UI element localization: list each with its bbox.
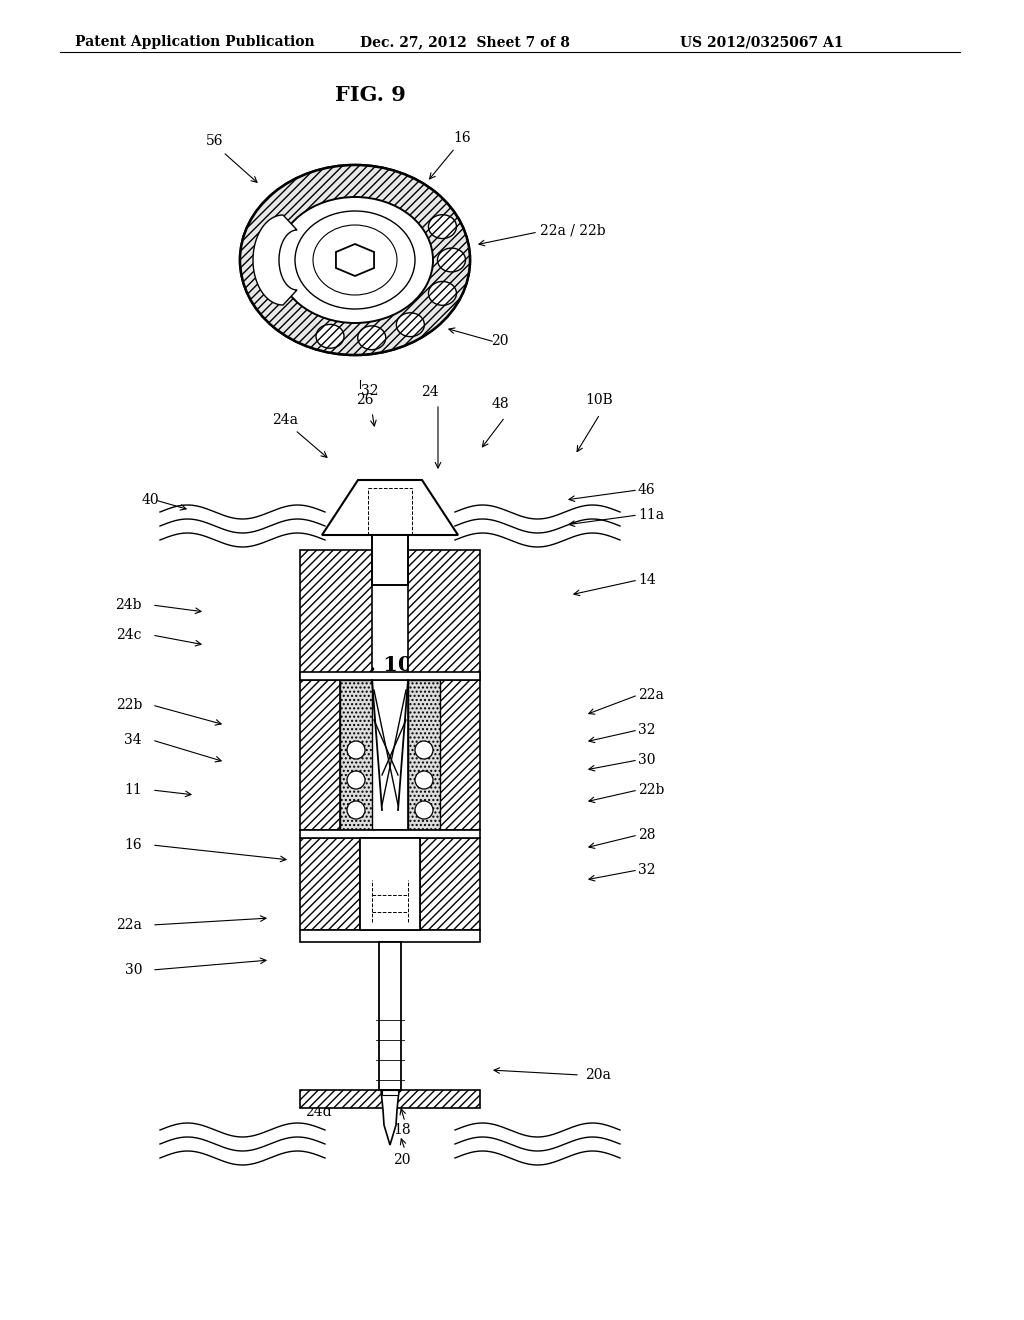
Text: 48: 48 [492,397,509,411]
Text: 18: 18 [393,1123,411,1137]
Text: 22a: 22a [116,917,142,932]
Text: 16: 16 [124,838,142,851]
Bar [300,931,480,942]
Bar [372,535,408,585]
Circle shape [415,771,433,789]
Text: 32: 32 [638,863,655,876]
Text: 32: 32 [361,384,379,399]
Polygon shape [253,215,297,305]
Bar [360,838,420,931]
Polygon shape [381,1090,399,1144]
Text: 22b: 22b [116,698,142,711]
Bar [300,1090,480,1107]
Bar [300,680,340,830]
Text: US 2012/0325067 A1: US 2012/0325067 A1 [680,36,844,49]
Bar [382,1090,398,1096]
Ellipse shape [396,313,424,337]
Ellipse shape [313,224,397,294]
Text: 10B: 10B [585,393,612,407]
Text: 22b: 22b [638,783,665,797]
Circle shape [347,771,365,789]
Bar [300,830,480,838]
Text: 11: 11 [124,783,142,797]
Text: 34: 34 [124,733,142,747]
Bar [300,550,372,680]
Bar [340,680,372,830]
Ellipse shape [240,165,470,355]
Circle shape [347,801,365,818]
Bar [300,672,480,680]
Bar [300,838,360,931]
Text: 24b: 24b [116,598,142,612]
Text: 24c: 24c [117,628,142,642]
Ellipse shape [240,165,470,355]
Text: 40: 40 [142,492,160,507]
Ellipse shape [428,281,457,305]
Text: 20a: 20a [585,1068,611,1082]
Text: 24d: 24d [305,1105,332,1119]
Text: 24: 24 [421,385,439,399]
Circle shape [415,801,433,818]
Text: 11a: 11a [638,508,665,521]
Polygon shape [322,480,458,535]
Ellipse shape [316,325,344,348]
Ellipse shape [295,211,415,309]
Ellipse shape [278,197,433,323]
Text: Patent Application Publication: Patent Application Publication [75,36,314,49]
Text: 16: 16 [454,131,471,145]
Text: 30: 30 [638,752,655,767]
Ellipse shape [437,248,466,272]
Text: 24a: 24a [272,413,298,426]
Bar [440,680,480,830]
Bar [372,680,408,830]
Text: 32: 32 [638,723,655,737]
Text: FIG. 9: FIG. 9 [335,84,406,106]
Circle shape [415,741,433,759]
Polygon shape [336,244,374,276]
Text: 56: 56 [206,135,224,148]
Bar [408,680,440,830]
Text: FIG. 10: FIG. 10 [328,655,413,675]
Text: Dec. 27, 2012  Sheet 7 of 8: Dec. 27, 2012 Sheet 7 of 8 [360,36,570,49]
Text: 30: 30 [125,964,142,977]
Bar [420,838,480,931]
Text: 22a / 22b: 22a / 22b [540,223,605,238]
Circle shape [347,741,365,759]
Text: 22a: 22a [638,688,664,702]
Text: 20: 20 [492,334,509,348]
Bar [408,550,480,680]
Ellipse shape [357,326,386,350]
Text: 26: 26 [356,393,374,407]
Text: 20: 20 [393,1152,411,1167]
Text: 28: 28 [638,828,655,842]
Ellipse shape [428,215,457,239]
Text: 14: 14 [638,573,655,587]
Text: 46: 46 [638,483,655,498]
Bar [379,942,401,1090]
